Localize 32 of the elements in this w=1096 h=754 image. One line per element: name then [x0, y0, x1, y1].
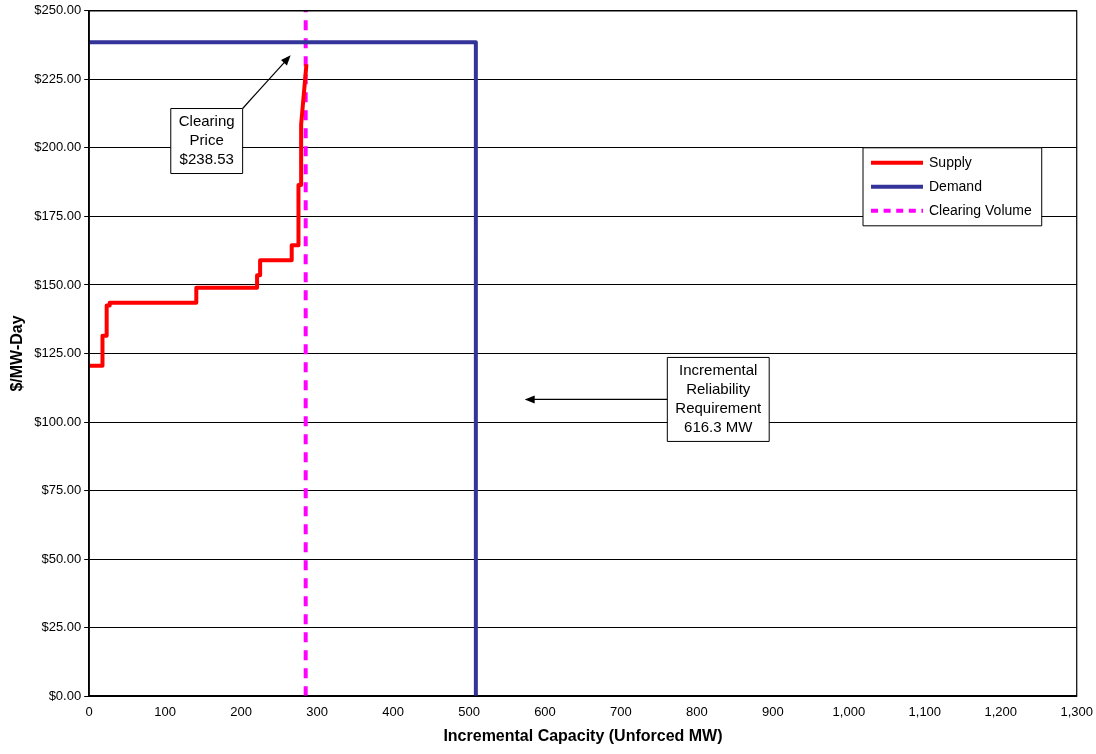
legend-label: Clearing Volume	[929, 201, 1032, 218]
y-tick-label: $200.00	[34, 139, 82, 155]
x-tick-label: 1,000	[832, 703, 866, 719]
x-tick-label: 900	[762, 703, 784, 719]
x-tick-label: 1,100	[908, 703, 942, 719]
x-tick-label: 300	[306, 703, 328, 719]
x-axis-title: Incremental Capacity (Unforced MW)	[443, 726, 723, 744]
legend-label: Supply	[929, 153, 972, 170]
x-tick-label: 100	[154, 703, 177, 719]
x-tick-label: 600	[534, 703, 556, 719]
y-tick-label: $225.00	[34, 70, 82, 86]
y-tick-label: $50.00	[41, 550, 82, 566]
annotation: Clearing Price $238.53	[178, 112, 235, 168]
y-axis-title: $/MW-Day	[8, 315, 26, 392]
y-tick-label: $175.00	[34, 208, 82, 223]
y-tick-label: $0.00	[48, 687, 82, 703]
x-tick-label: 400	[382, 703, 404, 719]
y-tick-label: $75.00	[41, 482, 82, 498]
x-tick-label: 800	[686, 703, 708, 719]
x-tick-label: 1,300	[1060, 703, 1094, 719]
y-tick-label: $250.00	[34, 2, 82, 18]
x-tick-label: 700	[610, 703, 632, 719]
y-tick-label: $150.00	[34, 276, 82, 292]
x-tick-label: 1,200	[984, 703, 1018, 719]
y-tick-label: $25.00	[41, 619, 82, 635]
y-tick-label: $100.00	[34, 413, 82, 429]
y-tick-label: $125.00	[34, 345, 82, 361]
x-tick-label: 200	[230, 703, 252, 719]
legend-label: Demand	[929, 177, 982, 194]
x-tick-label: 500	[458, 703, 480, 719]
x-tick-label: 0	[85, 703, 93, 719]
annotation: Incremental Reliability Requirement 616.3 MW	[675, 361, 763, 436]
